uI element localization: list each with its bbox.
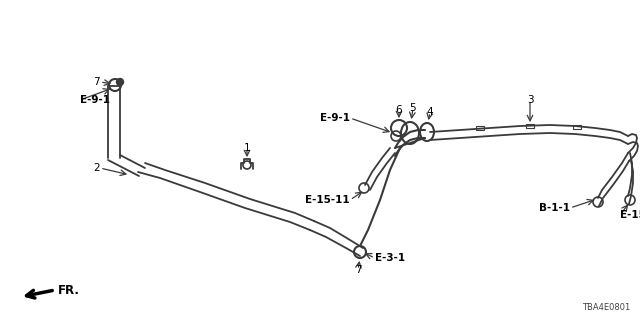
Text: E-9-1: E-9-1	[320, 113, 350, 123]
Circle shape	[116, 78, 124, 85]
Text: E-15-11: E-15-11	[305, 195, 350, 205]
Text: E-3-1: E-3-1	[375, 253, 405, 263]
Bar	[573, 125, 581, 129]
Text: TBA4E0801: TBA4E0801	[582, 303, 630, 312]
Text: E-9-1: E-9-1	[80, 95, 110, 105]
Bar	[476, 126, 484, 130]
Text: FR.: FR.	[58, 284, 80, 297]
Text: E-15-11: E-15-11	[620, 210, 640, 220]
Text: 6: 6	[396, 105, 403, 115]
Text: 4: 4	[427, 107, 433, 117]
Text: 7: 7	[93, 77, 100, 87]
Bar	[526, 124, 534, 128]
Text: 7: 7	[355, 265, 362, 275]
Text: 2: 2	[93, 163, 100, 173]
Text: 3: 3	[527, 95, 533, 105]
Text: 5: 5	[410, 103, 416, 113]
Text: B-1-1: B-1-1	[539, 203, 570, 213]
Text: 1: 1	[244, 143, 250, 153]
